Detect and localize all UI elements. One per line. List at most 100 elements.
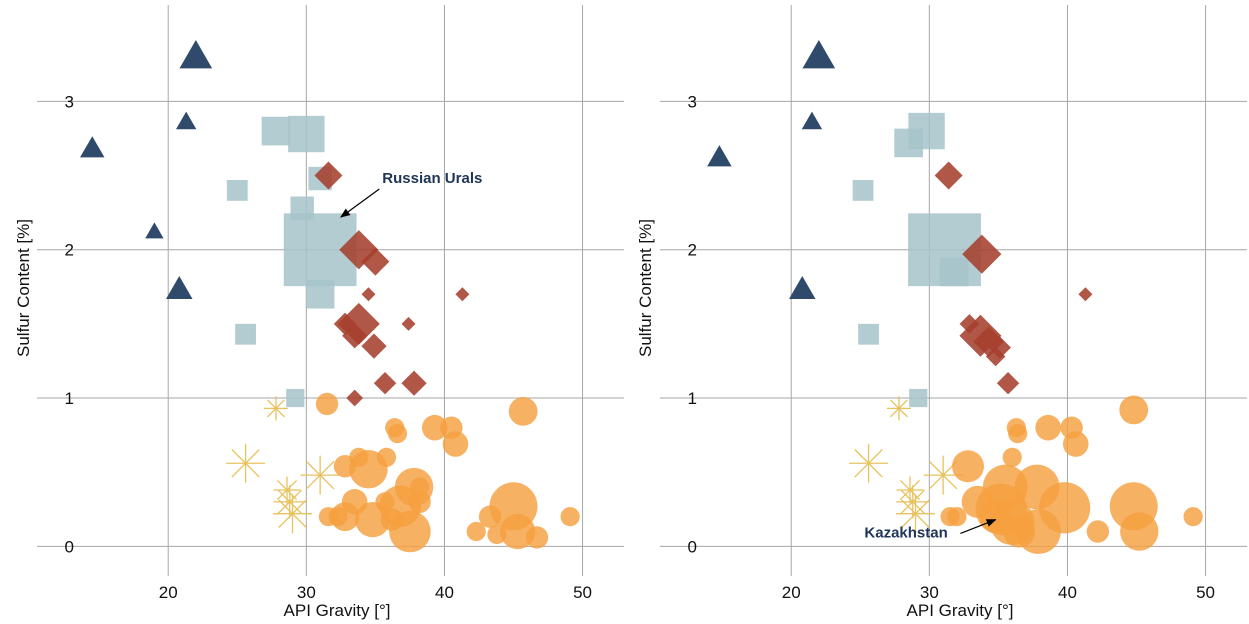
diamond-point <box>1078 287 1093 302</box>
circle-point <box>349 450 388 489</box>
square-point <box>261 116 291 146</box>
annotation-arrow <box>340 188 380 218</box>
square-point <box>909 388 928 408</box>
square-point <box>894 128 923 158</box>
square-point <box>858 323 879 345</box>
x-tick-labels: 20 30 40 50 <box>782 583 1215 602</box>
circle-point <box>421 414 448 441</box>
diamond-point <box>346 389 364 407</box>
diamond-point <box>962 234 1002 274</box>
y-axis-title: Sulfur Content [%] <box>636 219 655 357</box>
circle-point <box>315 392 339 416</box>
annotation-arrow <box>960 519 997 534</box>
y-tick-label: 0 <box>65 537 74 556</box>
circle-point <box>1008 424 1028 444</box>
circle-point <box>330 502 360 532</box>
triangle-point <box>801 111 823 130</box>
circle-point <box>355 502 391 538</box>
circle-point <box>466 521 486 542</box>
y-tick-label: 3 <box>688 92 697 111</box>
star-point <box>849 443 889 483</box>
data-points <box>707 40 1203 554</box>
square-point <box>235 323 256 345</box>
y-tick-label: 1 <box>65 389 74 408</box>
square-point <box>939 257 969 287</box>
diamond-point <box>401 316 416 331</box>
circle-point <box>1062 431 1089 457</box>
circle-point <box>408 490 431 514</box>
star-point <box>273 494 313 534</box>
circle-point <box>1002 447 1022 467</box>
star-point <box>300 455 340 495</box>
triangle-point <box>707 145 732 167</box>
grid-lines <box>660 5 1247 576</box>
star-point <box>263 396 288 421</box>
circle-point <box>1086 520 1110 543</box>
circle-point <box>387 424 408 444</box>
diamond-point <box>455 287 470 302</box>
y-tick-label: 2 <box>688 241 697 260</box>
circle-point <box>560 507 580 527</box>
star-point <box>273 485 307 519</box>
x-tick-label: 40 <box>435 583 454 602</box>
left-scatter-panel: 20 30 40 50 0 1 2 3 API Gravity [°] Sulfur Con… <box>14 5 624 620</box>
square-point <box>288 115 325 153</box>
annotation-label: Kazakhstan <box>864 524 947 541</box>
diamond-point <box>973 326 1005 358</box>
x-tick-label: 30 <box>920 583 939 602</box>
x-tick-label: 50 <box>573 583 592 602</box>
diamond-point <box>339 230 379 270</box>
circle-point <box>508 396 538 426</box>
diamond-point <box>314 161 343 190</box>
x-axis-title: API Gravity [°] <box>284 601 391 620</box>
diamond-point <box>361 247 390 276</box>
circle-point <box>1120 512 1159 551</box>
triangle-point <box>789 276 816 300</box>
square-point <box>226 179 248 201</box>
circle-point <box>487 524 507 545</box>
x-axis-title: API Gravity [°] <box>907 601 1014 620</box>
circle-point <box>1035 414 1061 441</box>
circle-point <box>442 431 469 457</box>
y-tick-label: 3 <box>65 92 74 111</box>
diamond-point <box>342 323 368 349</box>
star-point <box>896 485 930 519</box>
y-tick-labels: 0 1 2 3 <box>65 92 74 556</box>
x-tick-label: 20 <box>159 583 178 602</box>
diamond-point <box>934 161 963 190</box>
y-axis-title: Sulfur Content [%] <box>14 219 33 357</box>
annotation-label: Russian Urals <box>382 170 482 187</box>
diamond-point <box>373 371 397 395</box>
x-tick-label: 40 <box>1058 583 1077 602</box>
square-point <box>305 279 335 309</box>
x-tick-label: 20 <box>782 583 801 602</box>
triangle-point <box>145 222 164 239</box>
square-point <box>852 179 874 201</box>
y-tick-label: 1 <box>688 389 697 408</box>
data-points <box>80 40 580 553</box>
diamond-point <box>401 370 427 396</box>
diamond-point <box>361 287 376 302</box>
circle-point <box>1119 395 1149 425</box>
x-tick-label: 50 <box>1196 583 1215 602</box>
diamond-point <box>959 314 980 334</box>
circle-point <box>1183 507 1203 527</box>
circle-point <box>947 507 967 527</box>
x-tick-label: 30 <box>297 583 316 602</box>
diamond-point <box>361 333 387 359</box>
diamond-point <box>996 371 1020 395</box>
y-tick-label: 2 <box>65 241 74 260</box>
star-point <box>923 455 963 495</box>
x-tick-labels: 20 30 40 50 <box>159 583 592 602</box>
circle-point <box>952 450 985 483</box>
circle-point <box>478 505 502 528</box>
circle-point <box>389 510 431 553</box>
star-point <box>896 476 924 504</box>
triangle-point <box>166 276 193 300</box>
diamond-point <box>985 346 1006 367</box>
triangle-point <box>80 136 105 158</box>
triangle-point <box>179 40 213 69</box>
y-tick-label: 0 <box>688 537 697 556</box>
square-point <box>286 388 305 408</box>
